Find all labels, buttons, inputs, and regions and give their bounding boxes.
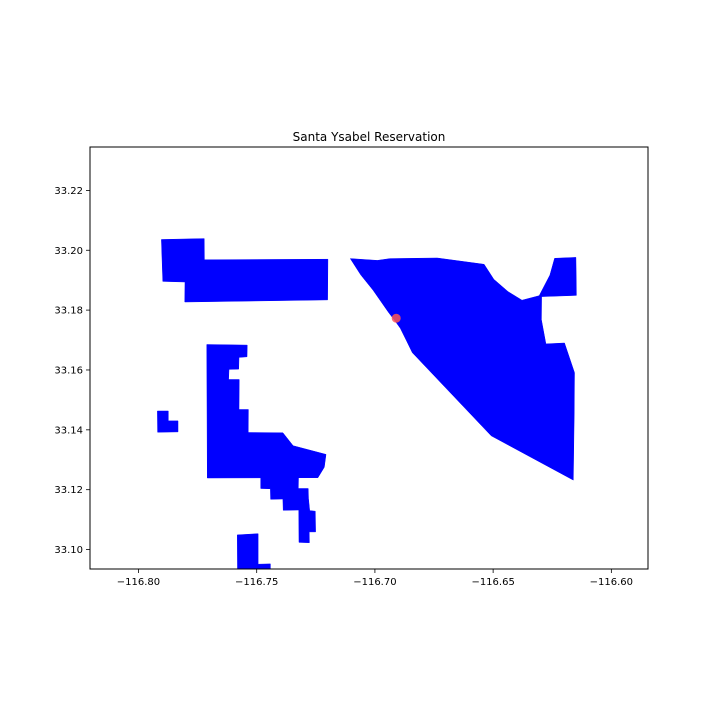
y-tick-label: 33.14 — [54, 425, 83, 436]
region-north-west-block — [161, 238, 329, 303]
location-marker — [391, 313, 401, 323]
y-tick-label: 33.20 — [54, 246, 83, 257]
map-title: Santa Ysabel Reservation — [293, 130, 446, 144]
plot-frame — [89, 146, 649, 570]
x-tick-label: −116.75 — [235, 577, 278, 588]
y-tick-label: 33.18 — [54, 306, 83, 317]
x-tick-label: −116.80 — [117, 577, 160, 588]
region-south-small-block — [237, 533, 271, 569]
x-tick-label: −116.65 — [471, 577, 514, 588]
y-tick-label: 33.10 — [54, 545, 83, 556]
region-south-strip — [260, 477, 316, 543]
reservation-regions — [157, 238, 577, 569]
markers — [391, 313, 401, 323]
y-tick-label: 33.22 — [54, 186, 83, 197]
x-axis: −116.80 −116.75 −116.70 −116.65 −116.60 — [117, 569, 633, 588]
region-east-block — [349, 257, 577, 481]
region-west-fragment — [157, 410, 179, 433]
x-tick-label: −116.60 — [590, 577, 633, 588]
region-central-west-block — [206, 344, 327, 479]
x-tick-label: −116.70 — [353, 577, 396, 588]
y-tick-label: 33.16 — [54, 365, 83, 376]
y-tick-label: 33.12 — [54, 485, 83, 496]
y-axis: 33.10 33.12 33.14 33.16 33.18 33.20 33.22 — [54, 186, 90, 556]
